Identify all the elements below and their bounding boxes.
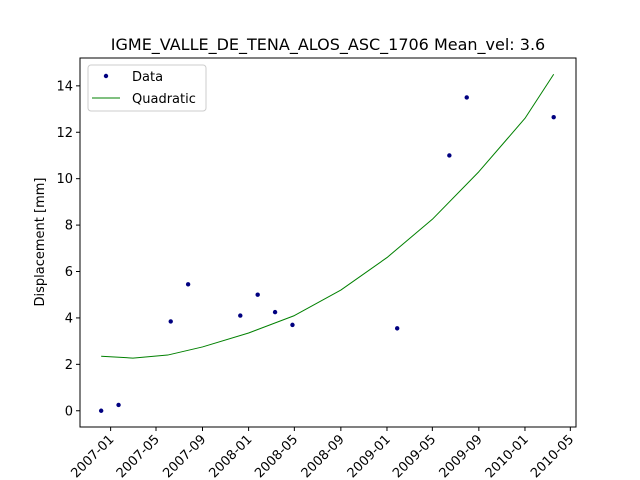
chart-title: IGME_VALLE_DE_TENA_ALOS_ASC_1706 Mean_ve… (111, 35, 545, 55)
y-tick-label: 10 (56, 172, 73, 187)
x-tick-label: 2009-05 (390, 432, 439, 480)
data-point (168, 319, 173, 324)
data-point (255, 292, 260, 297)
x-tick-label: 2010-05 (528, 432, 577, 480)
y-tick-label: 2 (65, 358, 73, 373)
x-tick-label: 2010-01 (483, 432, 532, 480)
legend-data-label: Data (132, 70, 163, 85)
data-point (116, 402, 121, 408)
data-point (272, 309, 278, 315)
x-axis: 2007-012007-052007-092008-012008-052008-… (68, 427, 577, 480)
x-tick-label: 2008-05 (252, 432, 301, 480)
series-layer (98, 73, 556, 413)
data-point (464, 95, 469, 100)
plot-area (79, 57, 577, 428)
y-tick-label: 8 (65, 219, 73, 234)
data-point (447, 153, 452, 158)
x-tick-label: 2009-01 (345, 432, 394, 480)
y-axis: 0 2 4 6 8 10 12 14 (56, 79, 80, 419)
x-tick-label: 2007-01 (68, 432, 117, 480)
legend: Data Quadratic (87, 64, 207, 112)
data-point (238, 313, 243, 318)
legend-data-marker (103, 73, 109, 79)
x-tick-label: 2007-05 (114, 432, 163, 480)
y-tick-label: 6 (65, 265, 73, 280)
data-point (290, 322, 295, 328)
x-tick-label: 2008-01 (206, 432, 255, 480)
x-tick-label: 2008-09 (299, 432, 348, 480)
data-point (394, 326, 400, 331)
x-tick-label: 2009-09 (437, 432, 486, 480)
data-point (551, 114, 556, 120)
x-tick-label: 2007-09 (160, 432, 209, 480)
y-tick-label: 12 (56, 126, 73, 141)
y-tick-label: 4 (65, 311, 73, 326)
data-point (98, 408, 104, 413)
y-axis-label: Displacement [mm] (33, 178, 48, 307)
y-tick-label: 0 (65, 404, 73, 419)
legend-box (87, 64, 207, 112)
y-tick-label: 14 (56, 79, 73, 94)
legend-quadratic-label: Quadratic (132, 92, 196, 107)
quadratic-fit-line (101, 73, 555, 359)
data-point (185, 282, 191, 287)
